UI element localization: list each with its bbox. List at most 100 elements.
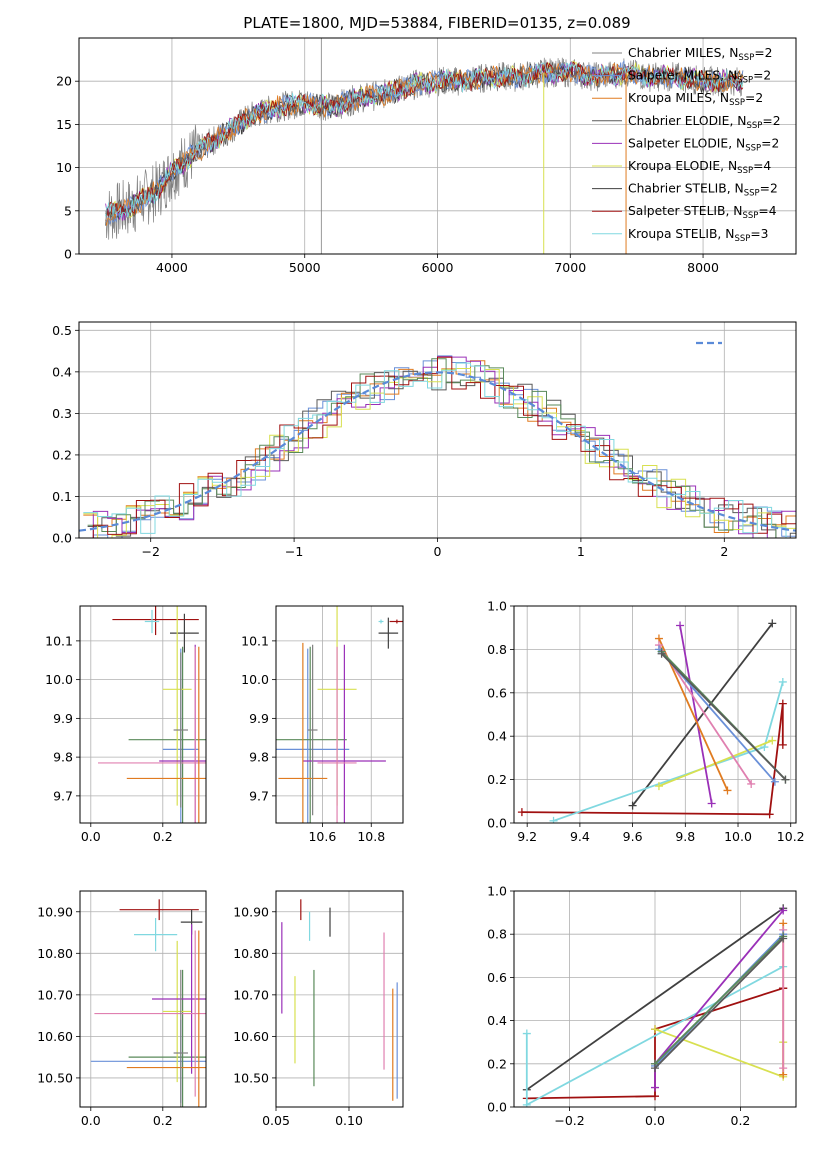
residuals-plot-area xyxy=(79,355,796,538)
y-tick-label: 10.70 xyxy=(233,987,269,1002)
x-tick-label: 0.05 xyxy=(262,1113,290,1128)
weight-marker xyxy=(747,779,756,788)
errorbar-point-extra_green xyxy=(276,646,347,823)
y-tick-label: 0.5 xyxy=(52,323,72,338)
y-tick-label: 0.1 xyxy=(52,489,72,504)
weight-line xyxy=(660,653,787,781)
x-tick-label: −1 xyxy=(285,544,303,559)
weight-marker xyxy=(676,621,685,630)
weight-line xyxy=(654,935,784,1065)
weight-line-extra_pink xyxy=(779,925,788,1073)
weight-line-chabrier_elodie xyxy=(651,934,788,1073)
weight-marker xyxy=(522,1100,531,1107)
y-tick-label: 10.70 xyxy=(37,987,73,1002)
legend-rest: =2 xyxy=(753,69,771,83)
weight-line-salpeter_elodie xyxy=(676,621,716,808)
figure-title: PLATE=1800, MJD=53884, FIBERID=0135, z=0… xyxy=(243,14,630,32)
y-tick-label: 10 xyxy=(56,160,72,175)
x-tick-label: 0.2 xyxy=(153,1113,173,1128)
y-tick-label: 10.50 xyxy=(233,1070,269,1085)
y-tick-label: 0.4 xyxy=(52,364,72,379)
y-tick-label: 20 xyxy=(56,74,72,89)
z_age-chart: 0.0 0.2 9.7 9.8 9.9 10.0 10.1 xyxy=(45,605,207,844)
x-tick-label: 10.8 xyxy=(357,829,385,844)
errorbar-point-kroupa_elodie xyxy=(162,606,192,806)
weight-marker xyxy=(778,740,787,749)
weight-marker xyxy=(779,1064,788,1073)
model-salpeter_stelib-line xyxy=(105,61,744,216)
legend-sub: SSP xyxy=(738,53,754,63)
weight-line xyxy=(679,625,713,804)
y-tick-label: 9.9 xyxy=(53,711,73,726)
x-tick-label: 10.2 xyxy=(777,829,805,844)
errorbar-point-salpeter_miles xyxy=(276,648,350,823)
plot-frame xyxy=(513,890,797,1108)
x-tick-label: 0.0 xyxy=(81,1113,101,1128)
y-tick-label: 9.7 xyxy=(249,788,269,803)
errorbar-point-salpeter_stelib xyxy=(389,619,403,624)
weight-marker xyxy=(770,777,779,786)
weight-line xyxy=(526,907,784,1091)
histogram-kroupa_elodie xyxy=(83,368,796,538)
legend-sub: SSP xyxy=(737,76,753,86)
plot-frame xyxy=(78,321,797,539)
weight-marker xyxy=(765,810,774,819)
weight-line-salpeter_stelib xyxy=(517,699,787,819)
x-tick-label: 10.0 xyxy=(724,829,752,844)
plot-frame xyxy=(275,890,404,1108)
y-tick-label: 9.7 xyxy=(53,788,73,803)
spectrum-chart: 4000 5000 6000 7000 8000 0 5 10 15 20 Chabrier MIL… xyxy=(56,37,797,275)
x-tick-label: 5000 xyxy=(289,260,321,275)
weight-marker xyxy=(549,816,558,823)
errorbar-point-kroupa_miles xyxy=(126,930,206,1107)
weight-marker xyxy=(651,1025,659,1034)
x-tick-label: 6000 xyxy=(422,260,454,275)
errorbar-point-kroupa_stelib xyxy=(144,609,160,634)
x-tick-label: 0.0 xyxy=(645,1113,665,1128)
legend-label: Chabrier ELODIE, N xyxy=(628,114,746,128)
x-tick-label: 0.0 xyxy=(81,829,101,844)
legend-sub: SSP xyxy=(746,121,762,131)
legend-sub: SSP xyxy=(729,98,745,108)
gaussian-curve xyxy=(79,371,796,532)
legend-entry: Chabrier ELODIE, NSSP=2 xyxy=(628,114,781,131)
errorbar-point-chabrier_stelib xyxy=(170,613,199,653)
y-tick-label: 10.80 xyxy=(233,946,269,961)
errorbar-point-extra_pink xyxy=(98,646,206,823)
histogram-kroupa_stelib xyxy=(83,362,796,538)
legend-rest: =2 xyxy=(754,46,772,60)
y-tick-label: 0.4 xyxy=(487,729,507,744)
legend-rest: =2 xyxy=(762,114,780,128)
x-tick-label: 2 xyxy=(720,544,728,559)
legend-entry: Kroupa ELODIE, NSSP=4 xyxy=(628,159,771,176)
weight-marker xyxy=(723,786,732,795)
plot-frame xyxy=(79,605,207,824)
y-tick-label: 9.8 xyxy=(53,750,73,765)
x-tick-label: 9.8 xyxy=(675,829,695,844)
y-tick-label: 0.6 xyxy=(487,685,507,700)
histogram-salpeter_stelib xyxy=(79,356,796,538)
weight-marker xyxy=(779,906,788,915)
z_mass-chart: 0.0 0.2 10.50 10.60 10.70 10.80 10.90 xyxy=(37,890,207,1128)
errorbar-point-kroupa_stelib xyxy=(134,918,178,952)
x-tick-label: 0.10 xyxy=(335,1113,363,1128)
x-tick-label: 7000 xyxy=(554,260,586,275)
weight-marker xyxy=(768,619,777,628)
mass_age-plot-area xyxy=(276,606,403,823)
plot-frame xyxy=(79,890,207,1108)
errorbar-point-chabrier_miles xyxy=(173,652,188,808)
z_mass-plot-area xyxy=(90,899,206,1107)
legend-entry: Salpeter ELODIE, NSSP=2 xyxy=(628,136,779,153)
legend-rest: =4 xyxy=(753,159,771,173)
y-tick-label: 1.0 xyxy=(487,599,507,614)
legend-sub: SSP xyxy=(745,143,761,153)
weight-marker xyxy=(779,934,788,943)
plot-frame xyxy=(78,37,797,255)
legend-rest: =2 xyxy=(761,136,779,150)
mass_age-chart: 10.6 10.8 9.7 9.8 9.9 10.0 10.1 xyxy=(241,605,404,844)
errorbar-point-extra_pink xyxy=(94,930,206,1097)
legend-entry: Salpeter STELIB, NSSP=4 xyxy=(628,204,777,221)
y-tick-label: 10.90 xyxy=(37,904,73,919)
